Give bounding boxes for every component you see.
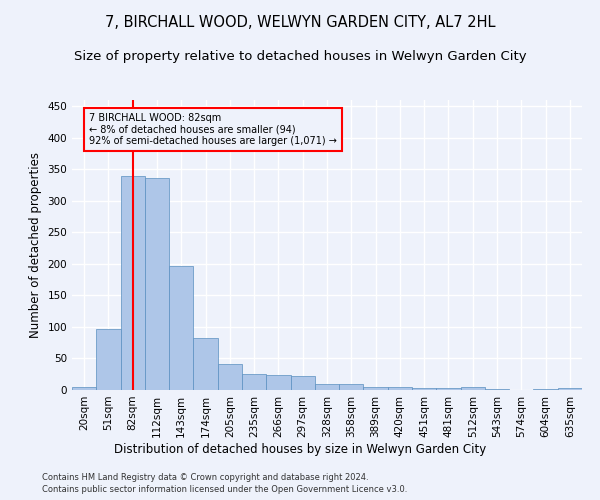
- Bar: [339, 384, 364, 390]
- Bar: [121, 176, 145, 390]
- Bar: [461, 387, 485, 390]
- Bar: [145, 178, 169, 390]
- Bar: [436, 388, 461, 390]
- Bar: [290, 376, 315, 390]
- Bar: [218, 364, 242, 390]
- Text: Distribution of detached houses by size in Welwyn Garden City: Distribution of detached houses by size …: [114, 442, 486, 456]
- Text: 7 BIRCHALL WOOD: 82sqm
← 8% of detached houses are smaller (94)
92% of semi-deta: 7 BIRCHALL WOOD: 82sqm ← 8% of detached …: [89, 112, 337, 146]
- Bar: [558, 388, 582, 390]
- Bar: [169, 266, 193, 390]
- Bar: [315, 384, 339, 390]
- Text: Contains HM Land Registry data © Crown copyright and database right 2024.: Contains HM Land Registry data © Crown c…: [42, 472, 368, 482]
- Text: Size of property relative to detached houses in Welwyn Garden City: Size of property relative to detached ho…: [74, 50, 526, 63]
- Y-axis label: Number of detached properties: Number of detached properties: [29, 152, 42, 338]
- Bar: [96, 329, 121, 390]
- Bar: [266, 375, 290, 390]
- Bar: [412, 388, 436, 390]
- Text: Contains public sector information licensed under the Open Government Licence v3: Contains public sector information licen…: [42, 485, 407, 494]
- Bar: [193, 338, 218, 390]
- Bar: [72, 387, 96, 390]
- Bar: [388, 387, 412, 390]
- Text: 7, BIRCHALL WOOD, WELWYN GARDEN CITY, AL7 2HL: 7, BIRCHALL WOOD, WELWYN GARDEN CITY, AL…: [105, 15, 495, 30]
- Bar: [364, 387, 388, 390]
- Bar: [242, 374, 266, 390]
